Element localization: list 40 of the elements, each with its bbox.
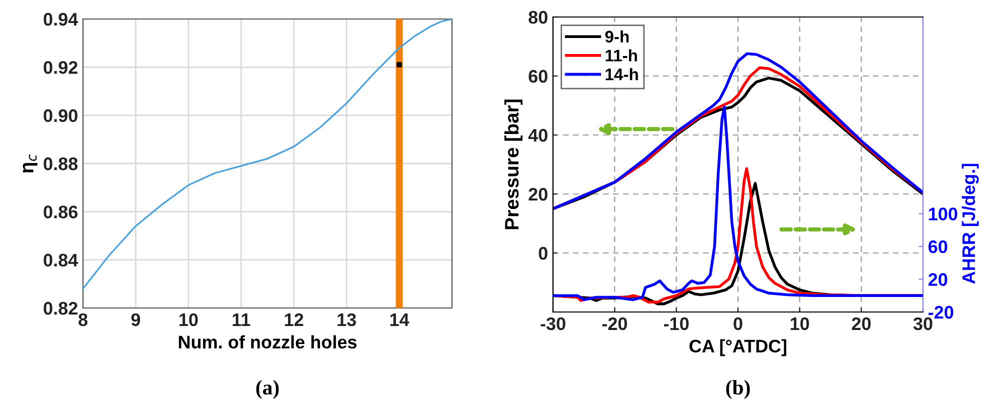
- x-tick-label: 20: [852, 317, 871, 330]
- x-tick-label: 11: [232, 314, 250, 326]
- y2-tick-label: 100: [929, 208, 958, 220]
- y-tick-label: 0.88: [44, 157, 78, 170]
- x-axis-title: Num. of nozzle holes: [178, 335, 357, 349]
- x-tick-label: 9: [131, 313, 140, 326]
- x-tick-label: -30: [540, 317, 566, 330]
- y-tick-label: 60: [528, 70, 548, 83]
- y-tick-label: 0.94: [44, 12, 78, 26]
- legend-label: 11-h: [606, 49, 637, 62]
- y2-axis-title: AHRR [J/deg.]: [962, 164, 979, 284]
- y-tick-label: 40: [528, 128, 548, 142]
- legend-label: 14-h: [606, 68, 638, 80]
- x-tick-label: 13: [338, 313, 356, 326]
- line-series: [553, 106, 923, 302]
- text: (b): [726, 380, 750, 399]
- y-tick-label: 80: [528, 10, 548, 24]
- x-tick-label: 14: [390, 314, 410, 326]
- y-tick-label: 20: [528, 188, 548, 201]
- y-tick-label: 0.92: [44, 61, 78, 74]
- y2-tick-label: 20: [928, 273, 948, 286]
- y-tick-label: 0: [538, 246, 548, 260]
- y-axis-title: η$_{c}$: [22, 154, 38, 173]
- x-tick-label: 10: [180, 313, 198, 326]
- y2-tick-label: 60: [928, 240, 948, 254]
- x-tick-label: 10: [790, 317, 809, 330]
- y-tick-label: 0.84: [44, 254, 78, 267]
- x-tick-label: 12: [284, 313, 304, 326]
- x-tick-label: 8: [78, 313, 88, 326]
- y-axis-title: Pressure [bar]: [504, 100, 522, 230]
- y-tick-label: 0.90: [44, 109, 78, 122]
- text: (a): [256, 380, 279, 399]
- x-axis-title: CA [°ATDC]: [690, 339, 786, 356]
- legend-label: 9-h: [605, 30, 629, 43]
- x-tick-label: -10: [664, 317, 689, 330]
- x-tick-label: 30: [913, 317, 932, 330]
- x-tick-label: -20: [602, 317, 627, 330]
- y-tick-label: 0.86: [44, 206, 78, 218]
- y-tick-label: 0.82: [44, 302, 78, 315]
- x-tick-label: 0: [734, 317, 742, 330]
